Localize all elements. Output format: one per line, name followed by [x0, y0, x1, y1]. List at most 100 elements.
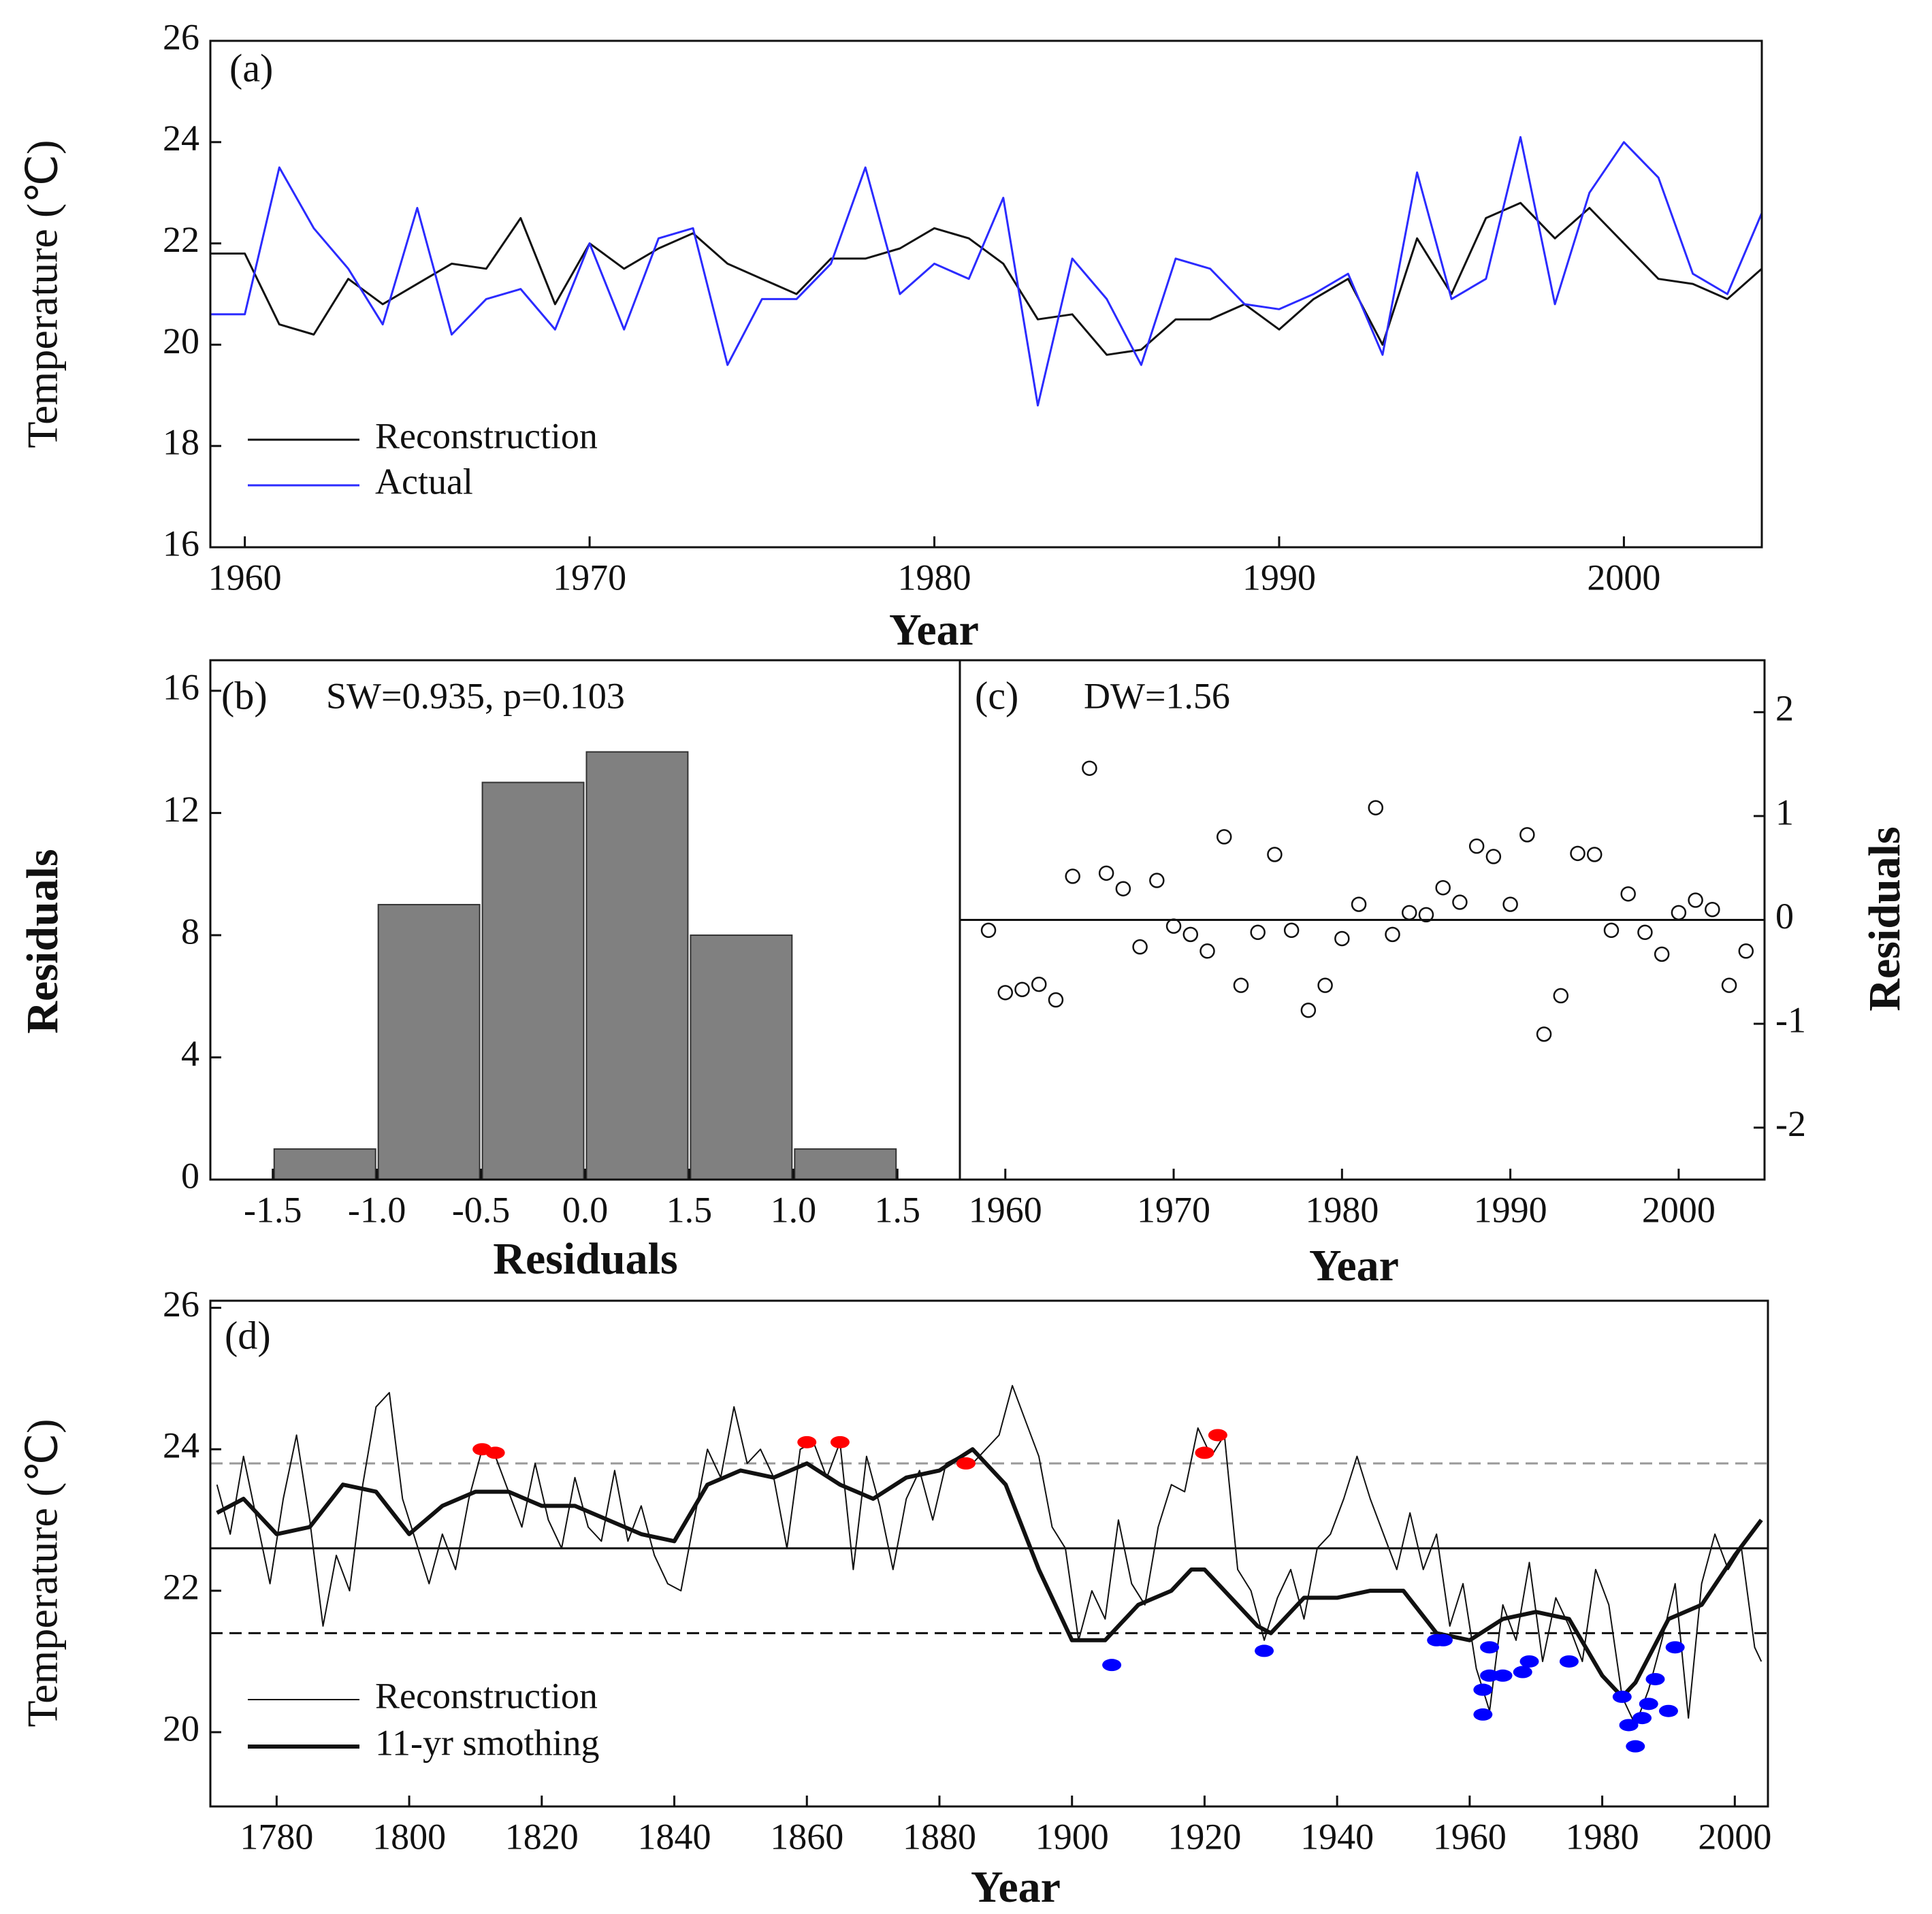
y-tick-label: 16	[163, 666, 199, 707]
panel: -1.5 -1.0 -0.5 0.0 1.5 1.0 1.5 0 4 8 12 16 (b) SW=0.9…	[18, 659, 961, 1284]
point	[1014, 982, 1030, 997]
point	[1721, 977, 1737, 993]
x-tick-label: 1940	[1300, 1816, 1374, 1857]
y-tick-label: 20	[163, 321, 199, 361]
point	[1553, 988, 1569, 1004]
point	[1200, 943, 1215, 959]
bar	[273, 1148, 376, 1180]
line	[216, 1447, 1763, 1699]
plot-frame	[209, 659, 961, 1181]
marker	[1480, 1669, 1500, 1682]
point	[1654, 946, 1670, 962]
point	[1115, 881, 1131, 896]
marker	[1433, 1634, 1453, 1647]
marker	[1639, 1698, 1658, 1710]
legend-label: Reconstruction	[375, 415, 598, 456]
panel: 1960 1970 1980 1990 2000 16 18 20 22 24 26 Reconstr…	[18, 16, 1763, 655]
point	[1351, 896, 1367, 912]
y-tick-label: 20	[163, 1708, 199, 1749]
x-tick-label: 1970	[1137, 1189, 1210, 1230]
point	[1368, 800, 1384, 815]
plot-area	[273, 751, 897, 1180]
legend-label: Actual	[375, 461, 473, 502]
x-tick-label: 1800	[372, 1816, 446, 1857]
marker	[1473, 1683, 1493, 1696]
x-axis-label: Year	[889, 605, 979, 655]
x-tick-label: 1960	[969, 1189, 1042, 1230]
point	[1165, 918, 1182, 934]
point	[1705, 901, 1720, 918]
bar	[377, 904, 481, 1180]
legend-label: Reconstruction	[375, 1675, 598, 1716]
y-tick-label: 12	[163, 789, 199, 830]
marker	[1645, 1672, 1665, 1685]
point	[1603, 922, 1620, 939]
marker	[1513, 1666, 1532, 1678]
y-axis-label: Temperature (℃)	[18, 1419, 67, 1728]
plot-frame	[209, 1299, 1769, 1808]
point	[1519, 827, 1535, 843]
point	[1502, 896, 1518, 912]
x-tick-label: -0.5	[452, 1189, 510, 1230]
marker	[1665, 1641, 1685, 1654]
y-axis-label: Temperature (℃)	[18, 140, 67, 449]
point	[1435, 879, 1451, 896]
panel-label: (a)	[229, 46, 273, 90]
x-tick-label: 1980	[898, 557, 971, 598]
point	[1637, 924, 1653, 941]
marker	[1480, 1641, 1500, 1654]
panel: 1780 1800 1820 1840 1860 1880 1900 1920 1940 1960…	[18, 1284, 1772, 1912]
x-tick-label: 2000	[1587, 557, 1660, 598]
y-tick-label: 1	[1775, 792, 1794, 832]
marker	[1559, 1655, 1579, 1668]
x-tick-label: 1880	[903, 1816, 976, 1857]
marker	[830, 1436, 850, 1448]
marker	[1493, 1669, 1513, 1682]
x-tick-label: 1780	[240, 1816, 313, 1857]
marker	[1102, 1659, 1122, 1672]
y-tick-label: 22	[163, 219, 199, 260]
marker	[1612, 1690, 1632, 1703]
x-tick-label: 2000	[1642, 1189, 1716, 1230]
x-tick-label: 1.0	[771, 1189, 817, 1230]
point	[1671, 905, 1687, 921]
x-tick-label: 1960	[208, 557, 282, 598]
x-axis-label: Year	[971, 1862, 1061, 1912]
x-tick-label: 1900	[1035, 1816, 1109, 1857]
x-tick-label: 1840	[638, 1816, 711, 1857]
point	[1283, 922, 1300, 939]
x-axis-label: Residuals	[493, 1234, 677, 1284]
x-tick-label: 1980	[1305, 1189, 1379, 1230]
marker	[1619, 1719, 1639, 1732]
point	[1216, 829, 1232, 845]
y-tick-label: -1	[1775, 999, 1806, 1040]
y-tick-label: 24	[163, 1425, 199, 1466]
annotation: DW=1.56	[1084, 675, 1230, 716]
marker	[1473, 1708, 1493, 1721]
point	[1031, 976, 1047, 992]
x-tick-label: 1820	[505, 1816, 579, 1857]
x-tick-label: 1980	[1566, 1816, 1639, 1857]
x-tick-label: 1960	[1433, 1816, 1507, 1857]
marker	[1519, 1655, 1539, 1668]
bar	[690, 934, 793, 1180]
point	[1586, 847, 1603, 862]
marker	[1255, 1644, 1274, 1657]
point	[1401, 905, 1417, 921]
bar	[585, 751, 689, 1180]
point	[1688, 892, 1703, 908]
point	[1182, 926, 1199, 943]
point	[1098, 865, 1114, 881]
x-tick-label: -1.0	[348, 1189, 406, 1230]
x-tick-label: 1990	[1474, 1189, 1547, 1230]
y-axis-label: Residuals	[18, 849, 67, 1033]
point	[1082, 760, 1097, 776]
point	[1317, 977, 1333, 993]
y-tick-label: 4	[181, 1033, 199, 1074]
point	[1132, 939, 1148, 955]
y-tick-label: 2	[1775, 688, 1794, 729]
x-tick-label: 1970	[553, 557, 626, 598]
y-tick-label: 22	[163, 1566, 199, 1607]
legend-label: 11-yr smothing	[375, 1722, 599, 1763]
